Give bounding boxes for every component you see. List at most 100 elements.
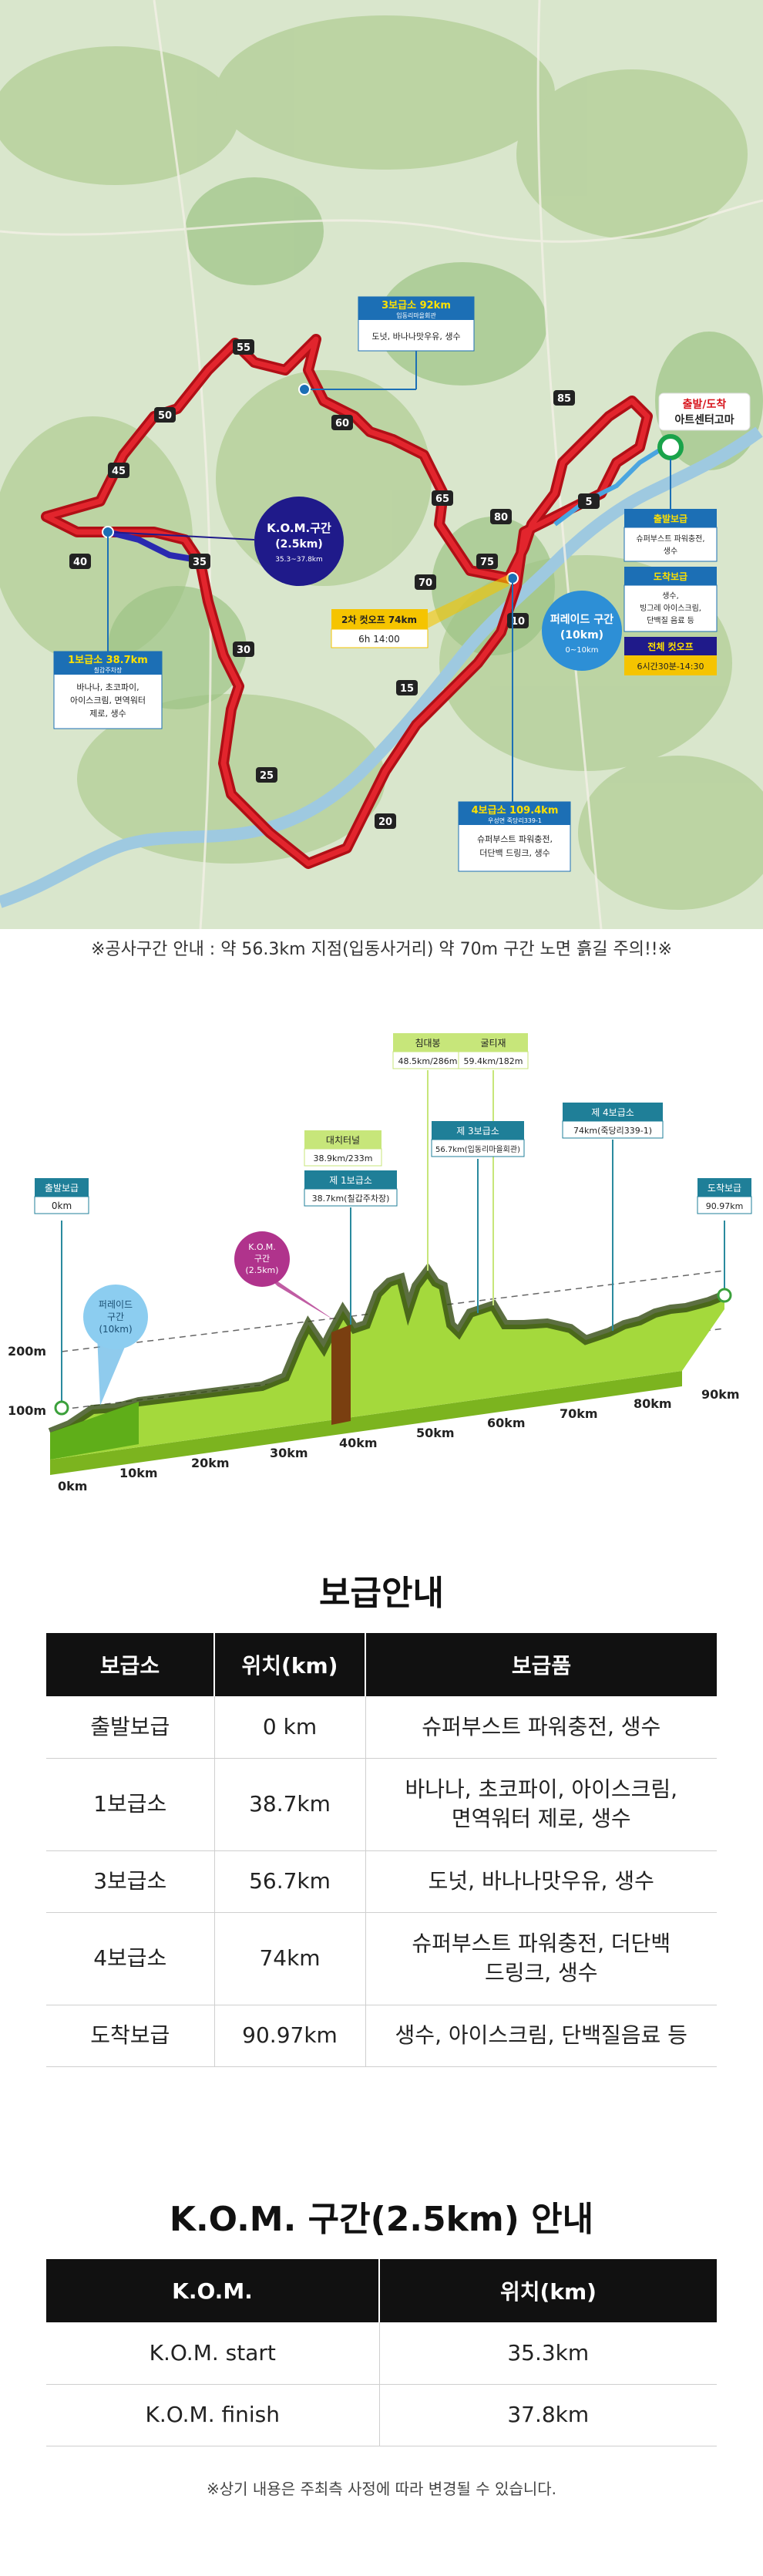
km-marker: 35: [189, 554, 210, 569]
svg-text:70: 70: [418, 577, 432, 589]
location-cell: 56.7km: [214, 1850, 366, 1913]
location-cell: 74km: [214, 1912, 366, 2005]
svg-text:칠갑주차장: 칠갑주차장: [94, 666, 123, 674]
svg-text:바나나, 초코파이,: 바나나, 초코파이,: [76, 682, 139, 692]
svg-text:침대봉: 침대봉: [415, 1038, 440, 1049]
kom-circle-length: (2.5km): [275, 538, 323, 551]
svg-text:74km(죽당리339-1): 74km(죽당리339-1): [573, 1126, 652, 1136]
kom-circle-title: K.O.M.구간: [267, 521, 331, 535]
table-header-row: K.O.M. 위치(km): [46, 2259, 717, 2322]
svg-text:40: 40: [73, 557, 87, 568]
station-cell: 출발보급: [46, 1696, 215, 1759]
start-feed-label: 출발보급 0km: [34, 1178, 89, 1416]
parade-circle-length: (10km): [560, 629, 603, 641]
svg-text:60: 60: [335, 418, 349, 429]
table-row: 1보급소 38.7km 바나나, 초코파이, 아이스크림, 면역워터 제로, 생…: [46, 1758, 717, 1851]
km-marker: 80: [490, 509, 512, 524]
items-cell: 슈퍼부스트 파워충전, 생수: [365, 1696, 717, 1759]
station-cell: 3보급소: [46, 1850, 215, 1913]
finish-feed-label: 도착보급 90.97km: [697, 1178, 752, 1303]
svg-text:전체 컷오프: 전체 컷오프: [647, 641, 693, 652]
x-tick: 60km: [487, 1416, 526, 1430]
supply-section-title: 보급안내: [319, 1574, 444, 1613]
cutoff2-callout: 2차 컷오프 74km 6h 14:00: [331, 574, 509, 648]
items-cell: 도넛, 바나나맛우유, 생수: [365, 1850, 717, 1913]
svg-text:도착보급: 도착보급: [654, 571, 687, 582]
feed3-label: 제 3보급소 56.7km(입동리마을회관): [431, 1121, 525, 1313]
items-cell: 바나나, 초코파이, 아이스크림, 면역워터 제로, 생수: [365, 1758, 717, 1851]
svg-text:제로, 생수: 제로, 생수: [89, 709, 126, 719]
chimdae-peak-label: 침대봉 48.5km/286m: [392, 1033, 463, 1271]
table-row: K.O.M. start 35.3km: [46, 2322, 717, 2385]
start-finish-label: 출발/도착: [683, 398, 727, 411]
x-axis-ticks: 0km 10km 20km 30km 40km 50km 60km 70km 8…: [58, 1387, 740, 1493]
km-marker: 5: [578, 493, 600, 509]
footer-note: ※상기 내용은 주최측 사정에 따라 변경될 수 있습니다.: [206, 2480, 557, 2498]
svg-text:슈퍼부스트 파워충전,: 슈퍼부스트 파워충전,: [477, 834, 553, 844]
start-finish-marker: [657, 434, 684, 460]
km-marker: 45: [108, 463, 129, 478]
svg-text:90.97km: 90.97km: [706, 1201, 744, 1211]
construction-note: ※공사구간 안내 : 약 56.3km 지점(입동사거리) 약 70m 구간 노…: [90, 940, 673, 959]
km-marker: 50: [154, 407, 176, 423]
x-tick: 20km: [191, 1456, 230, 1470]
table-row: 3보급소 56.7km 도넛, 바나나맛우유, 생수: [46, 1850, 717, 1913]
svg-text:더단백 드링크, 생수: 더단백 드링크, 생수: [479, 848, 550, 858]
svg-text:38.7km(칠갑주차장): 38.7km(칠갑주차장): [312, 1194, 390, 1204]
table-row: K.O.M. finish 37.8km: [46, 2384, 717, 2446]
station-cell: 도착보급: [46, 2005, 215, 2067]
location-cell: 37.8km: [379, 2384, 717, 2446]
svg-text:도착보급: 도착보급: [708, 1183, 741, 1194]
svg-text:출발보급: 출발보급: [654, 513, 687, 524]
svg-text:퍼레이드: 퍼레이드: [99, 1299, 133, 1310]
svg-text:제 1보급소: 제 1보급소: [329, 1175, 372, 1186]
svg-text:30: 30: [237, 645, 250, 656]
table-row: 도착보급 90.97km 생수, 아이스크림, 단백질음료 등: [46, 2005, 717, 2067]
svg-text:59.4km/182m: 59.4km/182m: [464, 1056, 523, 1066]
svg-text:65: 65: [435, 493, 449, 505]
svg-text:우성면 죽당리339-1: 우성면 죽당리339-1: [488, 817, 542, 824]
svg-text:입동리마을회관: 입동리마을회관: [396, 311, 436, 319]
svg-text:56.7km(입동리마을회관): 56.7km(입동리마을회관): [435, 1144, 520, 1154]
svg-text:5: 5: [585, 497, 592, 508]
svg-text:35: 35: [193, 557, 207, 568]
elevation-surface: [50, 1271, 724, 1460]
kom-point-cell: K.O.M. start: [46, 2322, 380, 2385]
map-canvas: 55 60 65 50 45 40 35 30 25 20 15 10 5 85…: [0, 0, 763, 929]
header-kom: K.O.M.: [46, 2259, 380, 2322]
svg-text:도넛, 바나나맛우유, 생수: 도넛, 바나나맛우유, 생수: [371, 332, 460, 342]
svg-text:단백질 음료 등: 단백질 음료 등: [647, 616, 694, 625]
gulti-pass-label: 굴티재 59.4km/182m: [458, 1033, 529, 1305]
feed4-label: 제 4보급소 74km(죽당리339-1): [562, 1103, 664, 1331]
svg-text:48.5km/286m: 48.5km/286m: [398, 1056, 458, 1066]
table-row: 4보급소 74km 슈퍼부스트 파워충전, 더단백 드링크, 생수: [46, 1912, 717, 2005]
parade-circle-title: 퍼레이드 구간: [550, 613, 613, 626]
feed3-callout: 3보급소 92km 입동리마을회관 도넛, 바나나맛우유, 생수: [298, 296, 475, 396]
svg-text:(2.5km): (2.5km): [245, 1265, 278, 1275]
station-cell: 4보급소: [46, 1912, 215, 2005]
svg-text:6h 14:00: 6h 14:00: [358, 634, 400, 645]
km-marker: 60: [331, 415, 353, 430]
kom-bubble: K.O.M. 구간 (2.5km): [234, 1231, 335, 1321]
km-marker: 55: [233, 339, 254, 355]
svg-text:20: 20: [378, 817, 392, 828]
svg-text:2차 컷오프 74km: 2차 컷오프 74km: [341, 614, 417, 625]
location-cell: 38.7km: [214, 1758, 366, 1851]
location-cell: 0 km: [214, 1696, 366, 1759]
start-venue-label: 아트센터고마: [674, 413, 734, 426]
finish-info-callout: 출발보급 슈퍼부스트 파워충전, 생수 도착보급 생수, 빙그레 아이스크림, …: [624, 459, 718, 675]
svg-text:제 4보급소: 제 4보급소: [591, 1107, 634, 1118]
svg-text:3보급소 92km: 3보급소 92km: [382, 300, 451, 311]
kom-route: [107, 529, 193, 562]
svg-text:대치터널: 대치터널: [326, 1135, 360, 1146]
svg-text:구간: 구간: [107, 1312, 124, 1322]
svg-text:25: 25: [260, 770, 274, 782]
parade-bubble: 퍼레이드 구간 (10km): [83, 1285, 148, 1406]
svg-text:6시간30분-14:30: 6시간30분-14:30: [637, 662, 704, 672]
km-marker: 85: [553, 390, 575, 406]
x-tick: 80km: [634, 1396, 672, 1411]
supply-table: 보급소 위치(km) 보급품 출발보급 0 km 슈퍼부스트 파워충전, 생수 …: [46, 1633, 717, 2067]
x-tick: 90km: [701, 1387, 740, 1402]
header-station: 보급소: [46, 1633, 215, 1696]
y-tick: 100m: [8, 1403, 46, 1418]
